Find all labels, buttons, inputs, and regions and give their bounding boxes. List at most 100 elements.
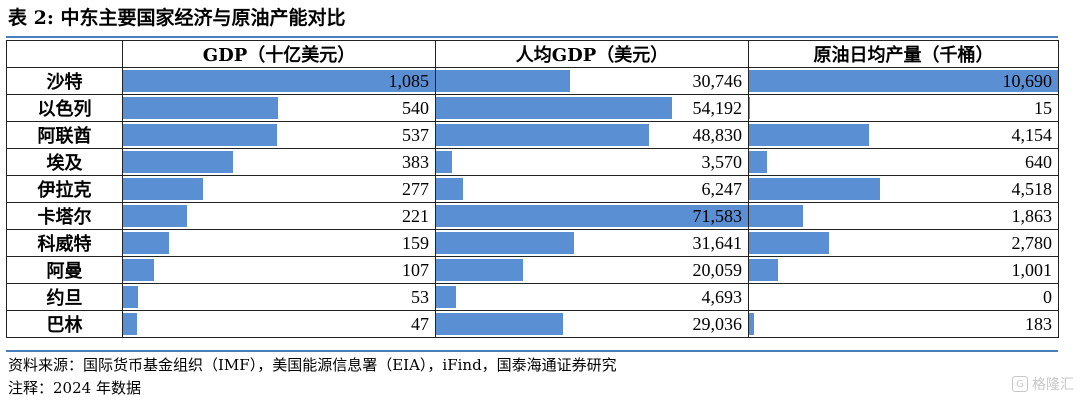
cell-value: 1,085 bbox=[388, 70, 430, 91]
cell-value: 383 bbox=[402, 151, 429, 172]
table-row: 以色列 540 54,192 15 bbox=[6, 94, 1059, 122]
gdp-cell: 159 bbox=[122, 229, 436, 257]
comparison-table: GDP（十亿美元） 人均GDP（美元） 原油日均产量（千桶） 沙特 1,085 30… bbox=[6, 40, 1059, 338]
data-bar bbox=[123, 151, 234, 173]
cell-value: 53 bbox=[411, 286, 429, 307]
gdp-cell: 47 bbox=[122, 310, 436, 338]
source-note: 资料来源：国际货币基金组织（IMF），美国能源信息署（EIA），iFind，国泰… bbox=[8, 356, 617, 374]
header-gdp: GDP（十亿美元） bbox=[122, 40, 436, 68]
cell-value: 159 bbox=[402, 232, 429, 253]
oil-output-cell: 1,863 bbox=[748, 202, 1059, 230]
cell-value: 4,154 bbox=[1011, 124, 1053, 145]
country-name: 伊拉克 bbox=[6, 175, 123, 203]
data-bar bbox=[749, 205, 803, 227]
header-row: GDP（十亿美元） 人均GDP（美元） 原油日均产量（千桶） bbox=[6, 40, 1059, 68]
cell-value: 277 bbox=[402, 178, 429, 199]
gdp-per-capita-cell: 31,641 bbox=[435, 229, 749, 257]
cell-value: 29,036 bbox=[692, 313, 743, 334]
cell-value: 4,693 bbox=[701, 286, 743, 307]
country-name: 沙特 bbox=[6, 67, 123, 95]
oil-output-cell: 183 bbox=[748, 310, 1059, 338]
table-row: 沙特 1,085 30,746 10,690 bbox=[6, 67, 1059, 95]
cell-value: 537 bbox=[402, 124, 429, 145]
data-bar bbox=[436, 259, 524, 281]
cell-value: 1,001 bbox=[1011, 259, 1053, 280]
country-name: 巴林 bbox=[6, 310, 123, 338]
cell-value: 48,830 bbox=[692, 124, 743, 145]
data-bar bbox=[123, 70, 435, 92]
cell-value: 221 bbox=[402, 205, 429, 226]
cell-value: 31,641 bbox=[692, 232, 743, 253]
bottom-rule bbox=[6, 350, 1058, 352]
gdp-per-capita-cell: 29,036 bbox=[435, 310, 749, 338]
cell-value: 0 bbox=[1043, 286, 1052, 307]
watermark-text: 格隆汇 bbox=[1032, 377, 1074, 393]
cell-value: 183 bbox=[1025, 313, 1052, 334]
table-row: 伊拉克 277 6,247 4,518 bbox=[6, 175, 1059, 203]
country-name: 以色列 bbox=[6, 94, 123, 122]
cell-value: 71,583 bbox=[692, 205, 743, 226]
header-oil-output: 原油日均产量（千桶） bbox=[748, 40, 1059, 68]
gdp-per-capita-cell: 48,830 bbox=[435, 121, 749, 149]
country-name: 阿曼 bbox=[6, 256, 123, 284]
data-bar bbox=[123, 286, 139, 308]
oil-output-cell: 4,518 bbox=[748, 175, 1059, 203]
table-row: 阿曼 107 20,059 1,001 bbox=[6, 256, 1059, 284]
country-name: 科威特 bbox=[6, 229, 123, 257]
title-rule bbox=[6, 36, 1058, 38]
watermark: G 格隆汇 bbox=[1012, 374, 1074, 394]
gdp-cell: 107 bbox=[122, 256, 436, 284]
gdp-cell: 1,085 bbox=[122, 67, 436, 95]
data-bar bbox=[436, 178, 464, 200]
data-bar bbox=[436, 286, 457, 308]
table-title: 表 2: 中东主要国家经济与原油产能对比 bbox=[8, 7, 346, 29]
table-row: 科威特 159 31,641 2,780 bbox=[6, 229, 1059, 257]
cell-value: 15 bbox=[1034, 97, 1052, 118]
cell-value: 2,780 bbox=[1011, 232, 1053, 253]
oil-output-cell: 0 bbox=[748, 283, 1059, 311]
data-bar bbox=[123, 178, 203, 200]
gdp-cell: 221 bbox=[122, 202, 436, 230]
data-bar bbox=[436, 124, 649, 146]
country-name: 约旦 bbox=[6, 283, 123, 311]
data-bar bbox=[436, 205, 748, 227]
gdp-cell: 540 bbox=[122, 94, 436, 122]
table-row: 卡塔尔 221 71,583 1,863 bbox=[6, 202, 1059, 230]
data-bar bbox=[749, 313, 755, 335]
gdp-cell: 383 bbox=[122, 148, 436, 176]
cell-value: 47 bbox=[411, 313, 429, 334]
table-row: 阿联酋 537 48,830 4,154 bbox=[6, 121, 1059, 149]
watermark-logo-icon: G bbox=[1012, 376, 1028, 392]
cell-value: 30,746 bbox=[692, 70, 743, 91]
data-bar bbox=[436, 313, 563, 335]
cell-value: 6,247 bbox=[701, 178, 743, 199]
cell-value: 540 bbox=[402, 97, 429, 118]
gdp-per-capita-cell: 3,570 bbox=[435, 148, 749, 176]
data-bar bbox=[749, 70, 1058, 92]
table-row: 埃及 383 3,570 640 bbox=[6, 148, 1059, 176]
header-gdp-per-capita: 人均GDP（美元） bbox=[435, 40, 749, 68]
cell-value: 3,570 bbox=[701, 151, 743, 172]
data-bar bbox=[749, 178, 880, 200]
data-bar bbox=[123, 313, 137, 335]
oil-output-cell: 1,001 bbox=[748, 256, 1059, 284]
cell-value: 1,863 bbox=[1011, 205, 1053, 226]
data-bar bbox=[123, 124, 278, 146]
data-bar bbox=[436, 97, 673, 119]
cell-value: 4,518 bbox=[1011, 178, 1053, 199]
header-country bbox=[6, 40, 123, 68]
oil-output-cell: 2,780 bbox=[748, 229, 1059, 257]
data-bar bbox=[749, 259, 778, 281]
data-bar bbox=[749, 151, 768, 173]
cell-value: 20,059 bbox=[692, 259, 743, 280]
data-bar bbox=[123, 205, 187, 227]
gdp-cell: 277 bbox=[122, 175, 436, 203]
oil-output-cell: 640 bbox=[748, 148, 1059, 176]
data-bar bbox=[749, 232, 830, 254]
data-bar bbox=[123, 97, 279, 119]
gdp-per-capita-cell: 6,247 bbox=[435, 175, 749, 203]
data-bar bbox=[436, 151, 452, 173]
cell-value: 640 bbox=[1025, 151, 1052, 172]
gdp-per-capita-cell: 4,693 bbox=[435, 283, 749, 311]
cell-value: 54,192 bbox=[692, 97, 743, 118]
